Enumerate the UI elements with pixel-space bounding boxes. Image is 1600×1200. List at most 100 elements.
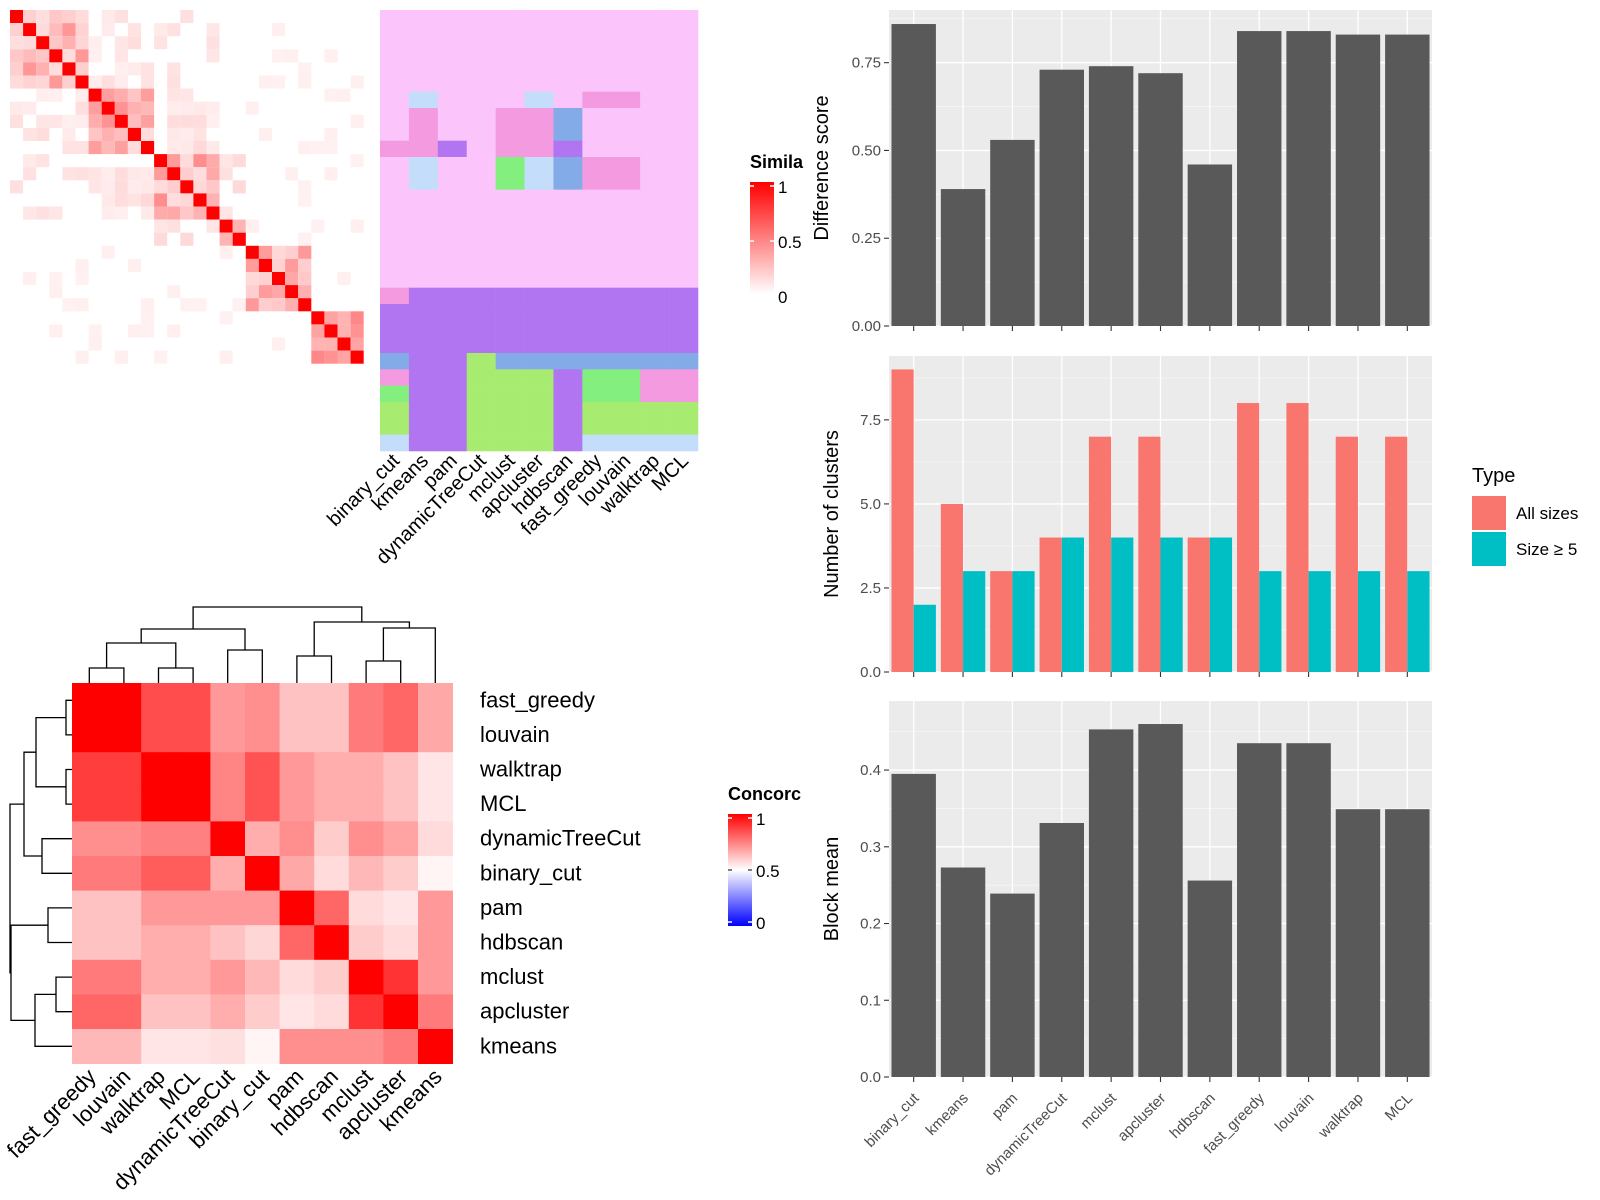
concordance-row-label: apcluster <box>480 999 569 1024</box>
concordance-cell <box>175 994 211 1030</box>
membership-cell <box>669 140 699 158</box>
similarity-cell <box>141 324 155 338</box>
similarity-cell <box>167 285 181 299</box>
membership-cell <box>495 369 525 386</box>
membership-cell <box>380 108 410 141</box>
membership-cell <box>611 189 641 223</box>
bar <box>1039 69 1084 326</box>
membership-cell <box>466 108 496 141</box>
similarity-cell <box>193 127 207 141</box>
similarity-cell <box>141 88 155 102</box>
similarity-cell <box>141 193 155 207</box>
membership-cell <box>380 140 410 158</box>
membership-cell <box>553 10 583 92</box>
concordance-cell <box>418 890 453 926</box>
similarity-cell <box>167 141 181 155</box>
membership-cell <box>553 222 583 288</box>
similarity-cell <box>141 127 155 141</box>
type-legend: Type All sizes Size ≥ 5 <box>1472 465 1578 566</box>
bar <box>1237 743 1282 1077</box>
similarity-cell <box>298 75 312 89</box>
membership-cell <box>669 385 699 403</box>
membership-cell <box>669 287 699 305</box>
concordance-row-label: fast_greedy <box>480 687 595 712</box>
y-tick-label: 0.50 <box>852 142 881 159</box>
membership-cell <box>380 10 410 92</box>
concordance-cell <box>106 856 142 891</box>
similarity-cell <box>114 49 128 63</box>
membership-cell <box>582 222 612 288</box>
concordance-cell <box>106 1029 142 1064</box>
membership-cell <box>466 304 496 354</box>
similarity-cell <box>75 88 89 102</box>
x-tick-label: pam <box>989 1090 1022 1123</box>
membership-cell <box>553 91 583 109</box>
concordance-cell <box>210 717 246 753</box>
bar <box>940 867 986 1077</box>
similarity-cell <box>10 114 24 128</box>
concordance-cell <box>279 994 315 1030</box>
concordance-cell <box>72 959 107 995</box>
membership-cell <box>669 402 699 435</box>
similarity-cell <box>167 114 181 128</box>
bar-all-sizes <box>1237 403 1260 672</box>
membership-cell <box>466 189 496 223</box>
concordance-cell <box>314 683 350 718</box>
similarity-cell <box>324 350 338 364</box>
concordance-cell <box>210 890 246 926</box>
column-dendrogram-branch <box>296 655 333 683</box>
membership-cell <box>437 189 468 223</box>
similarity-cell <box>350 337 364 351</box>
membership-cell <box>524 304 554 354</box>
similarity-cell <box>23 10 37 24</box>
similarity-cell <box>49 114 63 128</box>
similarity-cell <box>114 127 128 141</box>
similarity-cell <box>258 258 272 272</box>
similarity-cell <box>298 285 312 299</box>
concordance-cell <box>106 752 142 788</box>
membership-cell <box>640 157 670 190</box>
bar <box>1138 724 1183 1077</box>
similarity-cell <box>62 75 76 89</box>
row-dendrogram-branch <box>34 993 72 1047</box>
similarity-cell <box>193 114 207 128</box>
concordance-cell <box>279 925 315 961</box>
membership-cell <box>495 222 525 288</box>
similarity-cell <box>49 62 63 76</box>
membership-cell <box>380 385 410 403</box>
membership-cell <box>582 434 612 452</box>
similarity-cell <box>167 88 181 102</box>
membership-cell <box>380 304 410 354</box>
bar-all-sizes <box>990 571 1013 672</box>
bar-size-ge-5 <box>963 571 986 672</box>
bar-all-sizes <box>1335 436 1358 672</box>
similarity-cell <box>10 10 24 24</box>
membership-cell <box>640 91 670 109</box>
concordance-row-label: kmeans <box>480 1033 557 1058</box>
similarity-cell <box>88 337 102 351</box>
membership-cell <box>495 140 525 158</box>
similarity-cell <box>232 154 246 168</box>
cluster-membership-matrix <box>380 10 699 452</box>
similarity-cell <box>180 88 194 102</box>
bar <box>1286 31 1331 326</box>
similarity-cell <box>75 272 89 286</box>
membership-cell <box>466 369 496 386</box>
similarity-cell <box>49 206 63 220</box>
similarity-cell <box>206 141 220 155</box>
y-tick-label: 0.2 <box>860 916 881 933</box>
membership-cell <box>640 304 670 354</box>
membership-cell <box>466 434 496 452</box>
membership-cell <box>553 353 583 370</box>
column-dendrogram-branch <box>105 642 177 668</box>
membership-cell <box>582 353 612 370</box>
legend-label-all-sizes: All sizes <box>1516 504 1578 523</box>
similarity-cell <box>75 141 89 155</box>
column-dendrogram-branch <box>140 628 246 650</box>
membership-cell <box>408 287 439 305</box>
row-dendrogram-branch <box>41 838 72 874</box>
similarity-cell <box>219 206 233 220</box>
membership-cell <box>553 287 583 305</box>
similarity-cell <box>167 101 181 115</box>
membership-cell <box>495 91 525 109</box>
